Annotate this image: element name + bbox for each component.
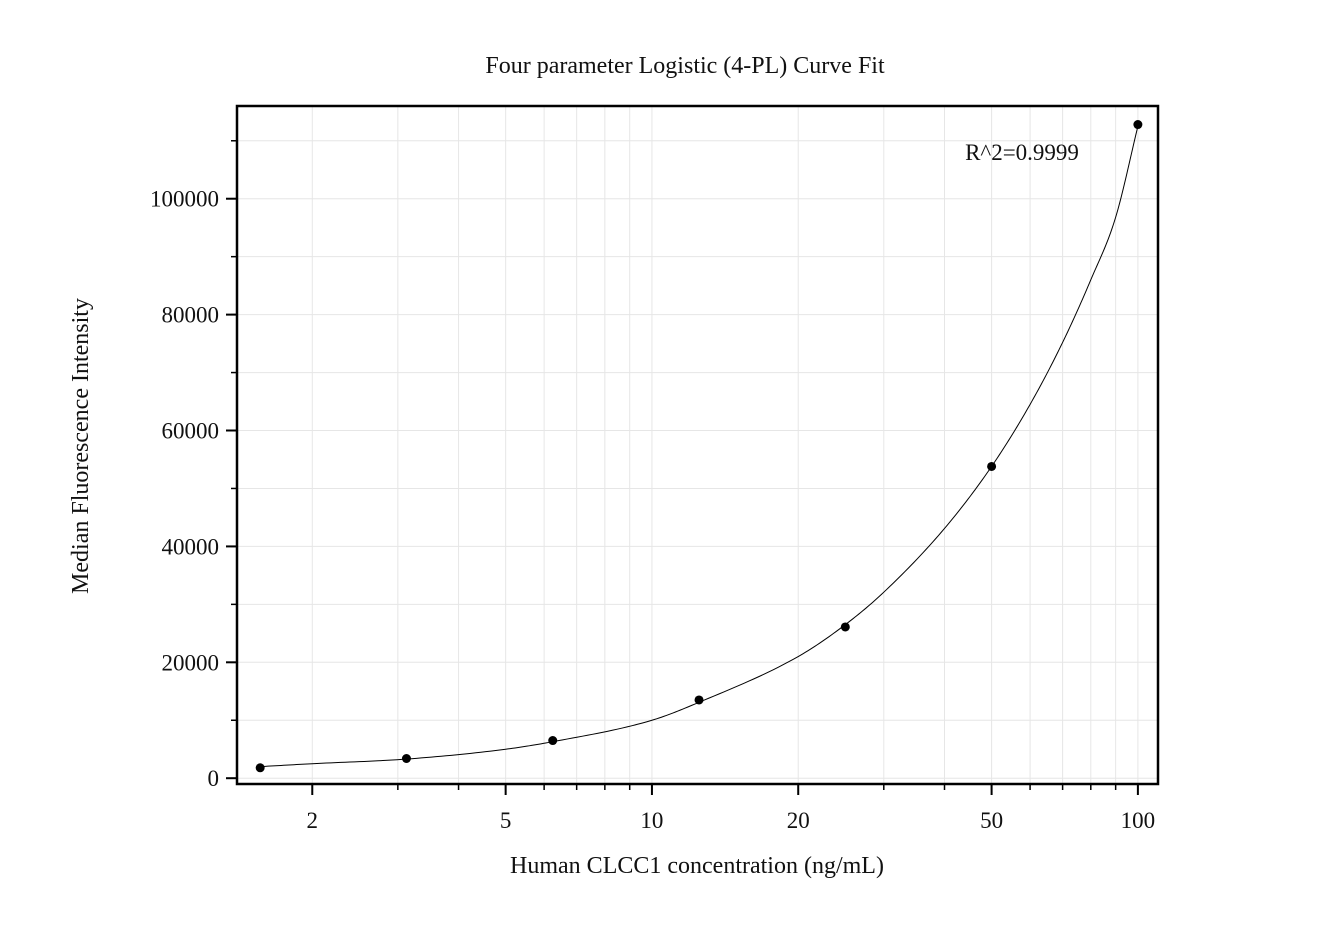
data-point <box>987 461 997 471</box>
data-point <box>1133 120 1143 130</box>
x-axis-label: Human CLCC1 concentration (ng/mL) <box>510 853 884 879</box>
y-tick-label: 20000 <box>162 650 220 675</box>
y-axis-label: Median Fluorescence Intensity <box>68 298 94 594</box>
minor-ticks <box>231 140 1139 790</box>
tick-labels: 2 5 10 20 50 100 0 20000 40000 60000 80000 100000 <box>150 187 1155 833</box>
x-tick-label: 2 <box>307 808 319 833</box>
data-points <box>255 120 1143 773</box>
y-tick-label: 40000 <box>162 534 220 559</box>
plot-frame <box>235 104 1160 786</box>
y-tick-label: 0 <box>208 766 220 791</box>
grid-lines <box>237 106 1158 784</box>
chart-title: Four parameter Logistic (4-PL) Curve Fit <box>485 53 885 79</box>
x-tick-label: 20 <box>787 808 810 833</box>
data-point <box>401 754 411 764</box>
major-ticks <box>226 197 1139 795</box>
x-tick-label: 100 <box>1121 808 1156 833</box>
data-point <box>694 695 704 705</box>
x-tick-label: 50 <box>980 808 1003 833</box>
x-tick-label: 10 <box>640 808 663 833</box>
data-point <box>548 736 558 746</box>
y-tick-label: 60000 <box>162 419 220 444</box>
data-point <box>255 763 265 773</box>
r-squared-annotation: R^2=0.9999 <box>965 140 1079 165</box>
fit-curve <box>260 126 1139 768</box>
data-point <box>840 622 850 632</box>
y-tick-label: 80000 <box>162 303 220 328</box>
x-tick-label: 5 <box>500 808 512 833</box>
y-tick-label: 100000 <box>150 187 219 212</box>
